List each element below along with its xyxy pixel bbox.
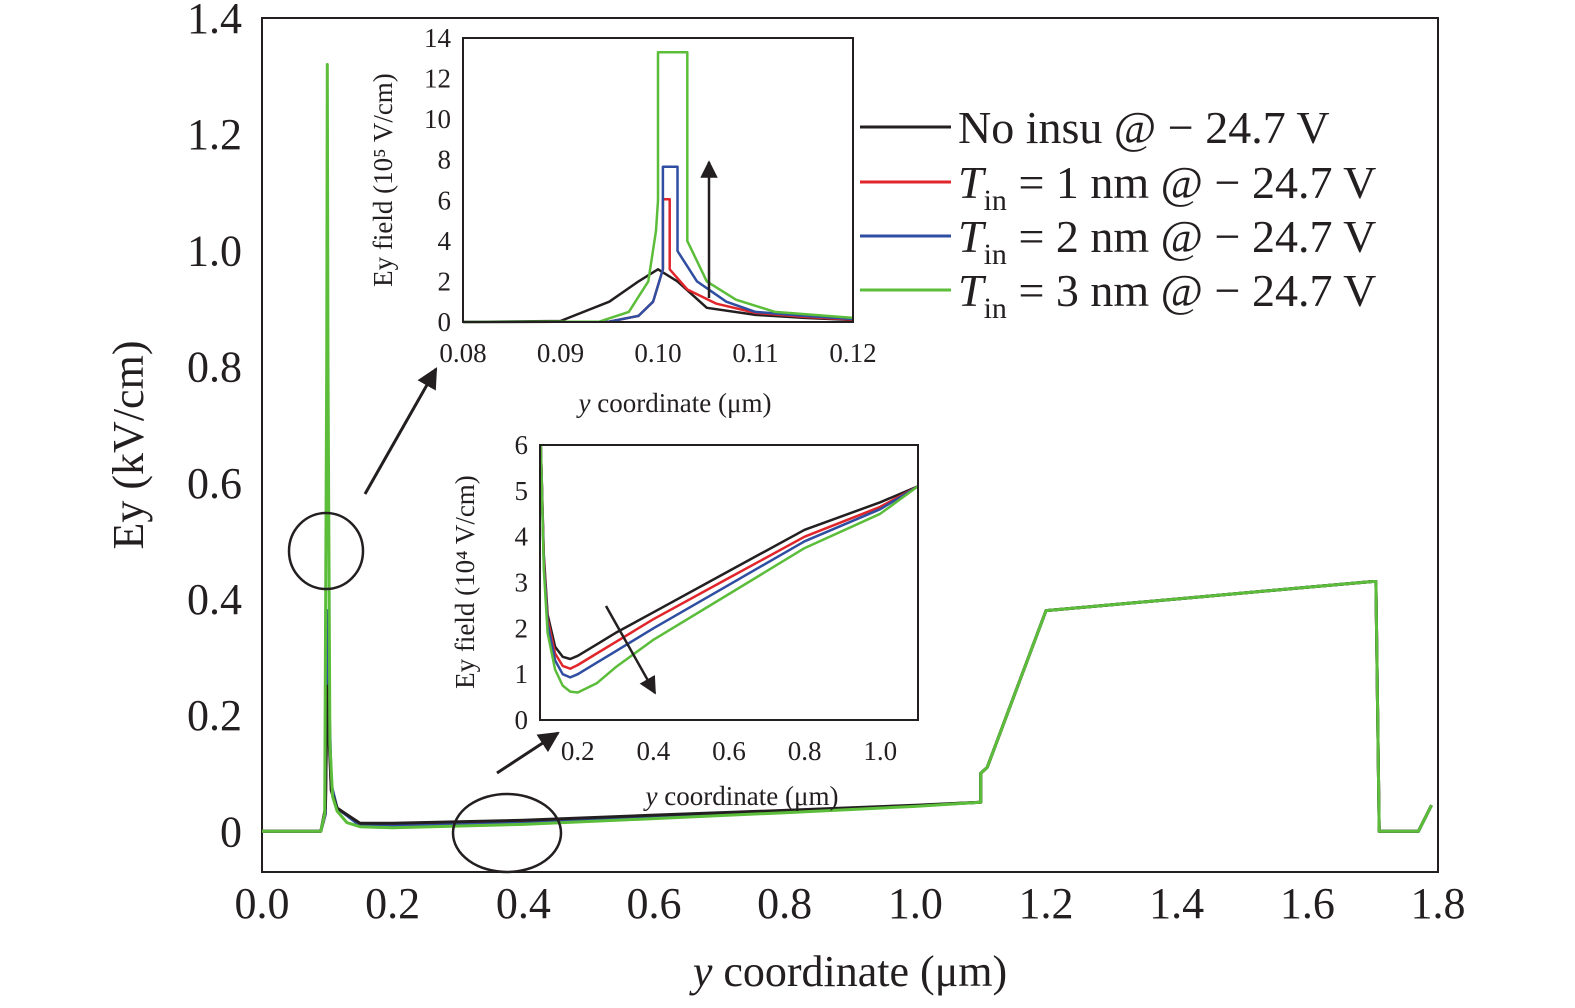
inset-peak-y-tick-label: 4 xyxy=(438,226,452,256)
legend-entry-part: No insu @ − 24.7 V xyxy=(958,102,1330,153)
legend-entry-part: T xyxy=(958,265,987,316)
inset-peak-x-tick-label: 0.11 xyxy=(732,338,778,368)
inset-peak-series-line xyxy=(462,165,854,324)
inset-peak-y-tick-label: 12 xyxy=(424,64,451,94)
inset-dip-y-tick-label: 0 xyxy=(515,705,529,735)
legend-entry-part: T xyxy=(958,157,987,208)
inset-peak-x-tick-label: 0.08 xyxy=(439,338,486,368)
inset-dip-background xyxy=(540,445,918,720)
inset-dip-series-lines xyxy=(539,444,919,694)
main-plot-frame xyxy=(261,17,1439,873)
legend-entry-label: Tin = 1 nm @ − 24.7 V xyxy=(958,157,1376,217)
inset-dip-y-tick-label: 2 xyxy=(515,613,529,643)
inset-dip-chart: 0 1 2 3 4 5 6 0.2 0.4 0.6 0.8 1.0 Ey field (10⁴ V/… xyxy=(450,430,919,811)
main-y-tick-label: 0.8 xyxy=(187,343,242,392)
main-x-tick-label: 1.0 xyxy=(888,879,943,928)
inset-peak-y-ticks: 0 2 4 6 8 10 12 14 xyxy=(424,23,452,337)
main-y-tick-label: 1.4 xyxy=(187,0,242,43)
main-x-axis-label: y coordinate (μm) xyxy=(689,947,1007,996)
inset-dip-frame xyxy=(539,444,919,721)
inset-dip-series-line xyxy=(539,444,919,679)
main-x-tick-label: 0.6 xyxy=(627,879,682,928)
inset-dip-x-tick-label: 0.6 xyxy=(712,736,746,766)
inset-dip-x-tick-label: 0.2 xyxy=(561,736,595,766)
main-x-tick-label: 0.4 xyxy=(496,879,551,928)
main-y-axis-label: Ey (kV/cm) xyxy=(104,341,153,550)
legend-entry-part: = 1 nm @ − 24.7 V xyxy=(1007,157,1376,208)
inset-peak-series-lines xyxy=(462,50,854,324)
inset-peak-y-tick-label: 0 xyxy=(438,307,452,337)
pointer-arrow-lower xyxy=(496,731,560,775)
main-x-tick-label: 1.2 xyxy=(1019,879,1074,928)
inset-dip-y-tick-label: 6 xyxy=(515,430,529,460)
inset-peak-y-axis-label: Ey field (10⁵ V/cm) xyxy=(368,73,398,287)
inset-dip-x-ticks: 0.2 0.4 0.6 0.8 1.0 xyxy=(561,736,897,766)
main-series-line xyxy=(262,63,1433,833)
inset-dip-y-tick-label: 5 xyxy=(515,476,529,506)
legend-entry-label: Tin = 3 nm @ − 24.7 V xyxy=(958,265,1376,325)
inset-dip-trend-arrow xyxy=(604,605,657,695)
inset-peak-y-tick-label: 14 xyxy=(424,23,452,53)
main-y-ticks: 0 0.2 0.4 0.6 0.8 1.0 1.2 1.4 xyxy=(187,0,242,856)
main-y-tick-label: 0.2 xyxy=(187,691,242,740)
inset-peak-y-tick-label: 2 xyxy=(438,266,452,296)
inset-dip-y-ticks: 0 1 2 3 4 5 6 xyxy=(515,430,529,735)
legend-entry-part: = 3 nm @ − 24.7 V xyxy=(1007,265,1376,316)
legend-entry-part: in xyxy=(984,292,1007,325)
main-x-tick-label: 1.6 xyxy=(1280,879,1335,928)
inset-dip-x-tick-label: 0.8 xyxy=(788,736,822,766)
main-x-tick-label: 1.4 xyxy=(1149,879,1204,928)
main-x-axis-label-rest: coordinate (μm) xyxy=(712,947,1007,996)
main-y-tick-label: 0 xyxy=(220,807,242,856)
inset-dip-x-axis-label-rest: coordinate (μm) xyxy=(658,781,839,811)
highlight-ellipse-dip xyxy=(451,792,563,874)
inset-dip-series-line xyxy=(539,444,919,694)
inset-peak-x-axis-label-rest: coordinate (μm) xyxy=(591,388,772,418)
inset-peak-x-axis-label-italic: y xyxy=(576,388,591,418)
main-y-tick-label: 0.6 xyxy=(187,459,242,508)
inset-peak-series-line xyxy=(462,50,854,324)
inset-peak-x-ticks: 0.08 0.09 0.10 0.11 0.12 xyxy=(439,338,876,368)
legend-entry-part: = 2 nm @ − 24.7 V xyxy=(1007,211,1376,262)
legend-entry-label: No insu @ − 24.7 V xyxy=(958,102,1330,153)
inset-peak-series-line xyxy=(462,268,854,324)
pointer-arrow-upper xyxy=(363,367,438,495)
inset-peak-y-tick-label: 10 xyxy=(424,104,451,134)
inset-peak-frame xyxy=(462,37,854,323)
main-y-tick-label: 1.2 xyxy=(187,110,242,159)
inset-peak-x-tick-label: 0.09 xyxy=(537,338,584,368)
main-x-ticks: 0.0 0.2 0.4 0.6 0.8 1.0 1.2 1.4 1.6 1.8 xyxy=(235,879,1466,928)
legend-entry-part: in xyxy=(984,238,1007,271)
legend-entry-label: Tin = 2 nm @ − 24.7 V xyxy=(958,211,1376,271)
main-series-lines xyxy=(262,63,1433,833)
inset-peak-chart: 0 2 4 6 8 10 12 14 0.08 0.09 0.10 0.11 0.12 Ey fiel… xyxy=(368,23,877,418)
legend-entry-part: in xyxy=(984,184,1007,217)
main-x-tick-label: 0.8 xyxy=(757,879,812,928)
inset-dip-x-tick-label: 0.4 xyxy=(637,736,671,766)
inset-dip-y-tick-label: 1 xyxy=(515,659,529,689)
main-x-tick-label: 1.8 xyxy=(1411,879,1466,928)
inset-dip-y-tick-label: 3 xyxy=(515,568,529,598)
main-x-tick-label: 0.2 xyxy=(365,879,420,928)
inset-dip-y-tick-label: 4 xyxy=(515,522,529,552)
inset-dip-x-axis-label: y coordinate (μm) xyxy=(643,781,839,811)
main-x-tick-label: 0.0 xyxy=(235,879,290,928)
inset-peak-x-axis-label: y coordinate (μm) xyxy=(576,388,772,418)
main-y-tick-label: 0.4 xyxy=(187,575,242,624)
inset-dip-y-axis-label: Ey field (10⁴ V/cm) xyxy=(450,475,480,689)
inset-peak-y-tick-label: 8 xyxy=(438,145,452,175)
inset-peak-y-tick-label: 6 xyxy=(438,185,452,215)
highlight-ellipse-peak xyxy=(287,511,365,591)
main-x-axis-label-italic: y xyxy=(689,947,713,996)
main-y-tick-label: 1.0 xyxy=(187,226,242,275)
legend-entry-part: T xyxy=(958,211,987,262)
inset-peak-x-tick-label: 0.12 xyxy=(829,338,876,368)
inset-dip-x-tick-label: 1.0 xyxy=(863,736,897,766)
inset-peak-x-tick-label: 0.10 xyxy=(634,338,681,368)
inset-dip-x-axis-label-italic: y xyxy=(643,781,658,811)
main-chart: 0 0.2 0.4 0.6 0.8 1.0 1.2 1.4 0.0 0.2 0.4 0.6 0.8 1.… xyxy=(104,0,1466,996)
